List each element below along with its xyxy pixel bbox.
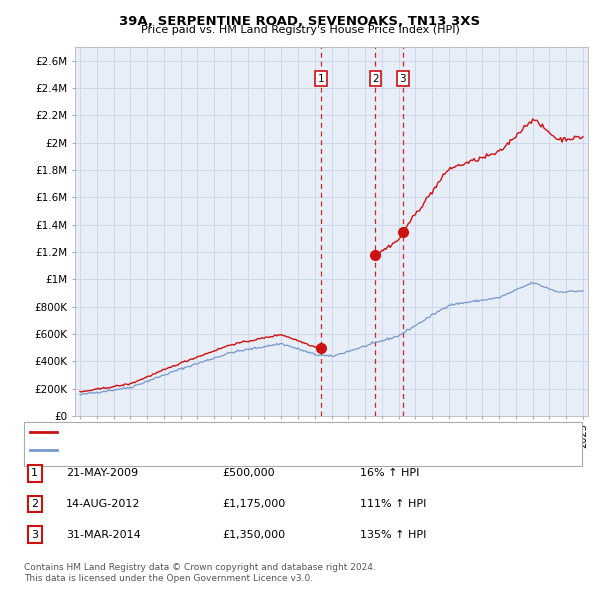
Text: 31-MAR-2014: 31-MAR-2014: [66, 530, 141, 539]
Text: 39A, SERPENTINE ROAD, SEVENOAKS, TN13 3XS (detached house): 39A, SERPENTINE ROAD, SEVENOAKS, TN13 3X…: [63, 428, 410, 437]
Text: HPI: Average price, detached house, Sevenoaks: HPI: Average price, detached house, Seve…: [63, 445, 313, 455]
Text: 2: 2: [372, 74, 379, 84]
Text: 3: 3: [31, 530, 38, 539]
Text: 3: 3: [400, 74, 406, 84]
Text: £500,000: £500,000: [222, 468, 275, 478]
Text: This data is licensed under the Open Government Licence v3.0.: This data is licensed under the Open Gov…: [24, 574, 313, 583]
Text: 1: 1: [318, 74, 325, 84]
Text: 2: 2: [31, 499, 38, 509]
Text: 16% ↑ HPI: 16% ↑ HPI: [360, 468, 419, 478]
Text: 21-MAY-2009: 21-MAY-2009: [66, 468, 138, 478]
Text: 135% ↑ HPI: 135% ↑ HPI: [360, 530, 427, 539]
Text: £1,350,000: £1,350,000: [222, 530, 285, 539]
Text: Contains HM Land Registry data © Crown copyright and database right 2024.: Contains HM Land Registry data © Crown c…: [24, 563, 376, 572]
Text: 14-AUG-2012: 14-AUG-2012: [66, 499, 140, 509]
Text: Price paid vs. HM Land Registry's House Price Index (HPI): Price paid vs. HM Land Registry's House …: [140, 25, 460, 35]
Text: 39A, SERPENTINE ROAD, SEVENOAKS, TN13 3XS: 39A, SERPENTINE ROAD, SEVENOAKS, TN13 3X…: [119, 15, 481, 28]
Text: 1: 1: [31, 468, 38, 478]
Text: £1,175,000: £1,175,000: [222, 499, 285, 509]
Text: 111% ↑ HPI: 111% ↑ HPI: [360, 499, 427, 509]
